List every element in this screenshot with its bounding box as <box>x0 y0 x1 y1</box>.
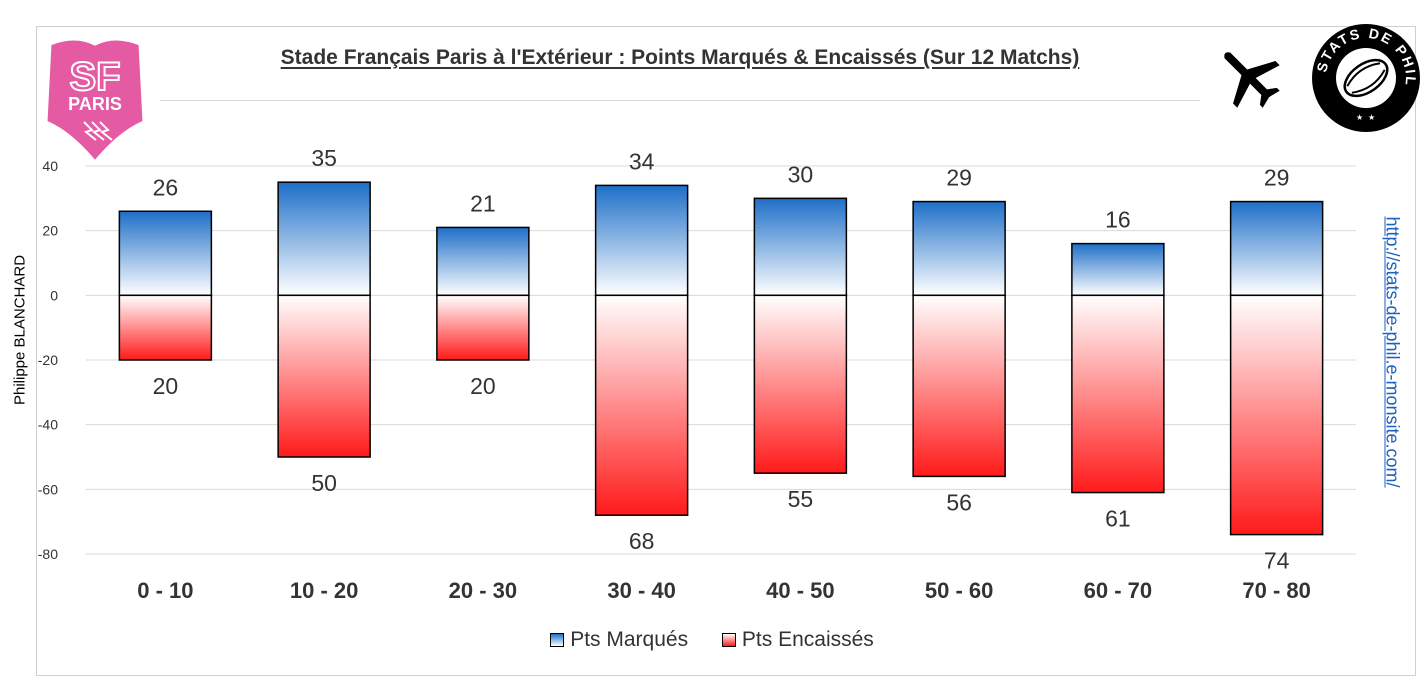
stats-de-phil-logo: STATS DE PHIL ★ ★ <box>1312 24 1420 132</box>
bar-conceded <box>753 294 848 474</box>
data-label-conceded: 74 <box>1264 548 1290 574</box>
y-tick-label: -40 <box>38 417 58 433</box>
x-axis-ticks: 0 - 10 10 - 20 20 - 30 30 - 40 40 - 50 50 - 6… <box>137 578 1311 603</box>
y-axis-ticks: 40 20 0 -20 -40 -60 -80 <box>38 158 58 562</box>
data-label-scored: 29 <box>1264 165 1290 191</box>
data-label-scored: 35 <box>311 145 337 171</box>
data-label-scored: 34 <box>629 148 655 174</box>
bar-conceded <box>1229 294 1324 536</box>
x-tick-label: 30 - 40 <box>607 578 676 603</box>
data-label-conceded: 55 <box>788 486 814 512</box>
bar-scored <box>594 184 689 297</box>
author-text: Philippe BLANCHARD <box>11 254 29 406</box>
sf-paris-logo: SF PARIS <box>44 37 146 165</box>
x-tick-label: 70 - 80 <box>1242 578 1311 603</box>
chart-title: Stade Français Paris à l'Extérieur : Poi… <box>280 46 1080 69</box>
gridlines <box>86 165 1356 555</box>
data-label-scored: 21 <box>470 190 496 216</box>
x-tick-label: 40 - 50 <box>766 578 835 603</box>
site-url-link[interactable]: http://stats-de-phil.e-monsite.com/ <box>1382 216 1403 488</box>
legend: Pts Marqués Pts Encaissés <box>0 628 1424 653</box>
bars <box>118 181 1324 536</box>
bar-scored <box>1071 242 1165 297</box>
data-labels: 26 20 35 50 21 20 34 68 30 55 29 56 16 61 29 74 <box>153 145 1290 573</box>
y-tick-label: -20 <box>38 352 58 368</box>
data-label-scored: 30 <box>788 161 814 187</box>
title-area: Stade Français Paris à l'Extérieur : Poi… <box>160 26 1200 101</box>
legend-label-scored: Pts Marqués <box>570 628 689 651</box>
svg-text:★: ★ <box>1368 113 1375 122</box>
author-label: Philippe BLANCHARD <box>0 255 40 405</box>
x-tick-label: 10 - 20 <box>290 578 359 603</box>
data-label-scored: 16 <box>1105 207 1131 233</box>
data-label-conceded: 20 <box>470 373 496 399</box>
data-label-conceded: 50 <box>311 470 337 496</box>
data-label-scored: 26 <box>153 174 179 200</box>
x-tick-label: 20 - 30 <box>449 578 518 603</box>
y-tick-label: -80 <box>38 546 58 562</box>
y-tick-label: -60 <box>38 481 58 497</box>
data-label-conceded: 61 <box>1105 506 1131 532</box>
rugby-ball-icon <box>1343 58 1389 98</box>
legend-item-conceded: Pts Encaissés <box>721 628 874 652</box>
data-label-conceded: 68 <box>629 528 655 554</box>
data-label-conceded: 20 <box>153 373 179 399</box>
bar-scored <box>1229 200 1324 297</box>
chart-frame <box>36 26 1416 676</box>
bar-conceded <box>277 294 371 458</box>
legend-swatch-blue <box>550 633 565 647</box>
legend-item-scored: Pts Marqués <box>550 628 688 652</box>
bar-conceded <box>912 294 1006 478</box>
y-tick-label: 0 <box>50 287 58 303</box>
bar-scored <box>277 181 371 297</box>
svg-text:★: ★ <box>1356 113 1363 122</box>
airplane-icon <box>1224 52 1280 108</box>
bar-conceded <box>436 294 530 361</box>
bar-scored <box>753 197 848 297</box>
bar-conceded <box>118 294 213 361</box>
x-tick-label: 50 - 60 <box>925 578 994 603</box>
y-tick-label: 20 <box>42 223 58 239</box>
bar-scored <box>912 200 1006 297</box>
bar-conceded <box>594 294 689 516</box>
y-tick-label: 40 <box>42 158 58 174</box>
legend-swatch-red <box>721 633 736 647</box>
bar-conceded <box>1071 294 1165 494</box>
bar-scored <box>118 210 213 297</box>
legend-label-conceded: Pts Encaissés <box>741 628 874 651</box>
logo-paris-text: PARIS <box>68 94 122 114</box>
lightning-icon <box>83 121 113 141</box>
bar-scored <box>436 226 530 297</box>
data-label-scored: 29 <box>946 165 972 191</box>
data-label-conceded: 56 <box>946 489 972 515</box>
x-tick-label: 60 - 70 <box>1084 578 1153 603</box>
logo-sf-text: SF <box>69 55 120 99</box>
x-tick-label: 0 - 10 <box>137 578 193 603</box>
